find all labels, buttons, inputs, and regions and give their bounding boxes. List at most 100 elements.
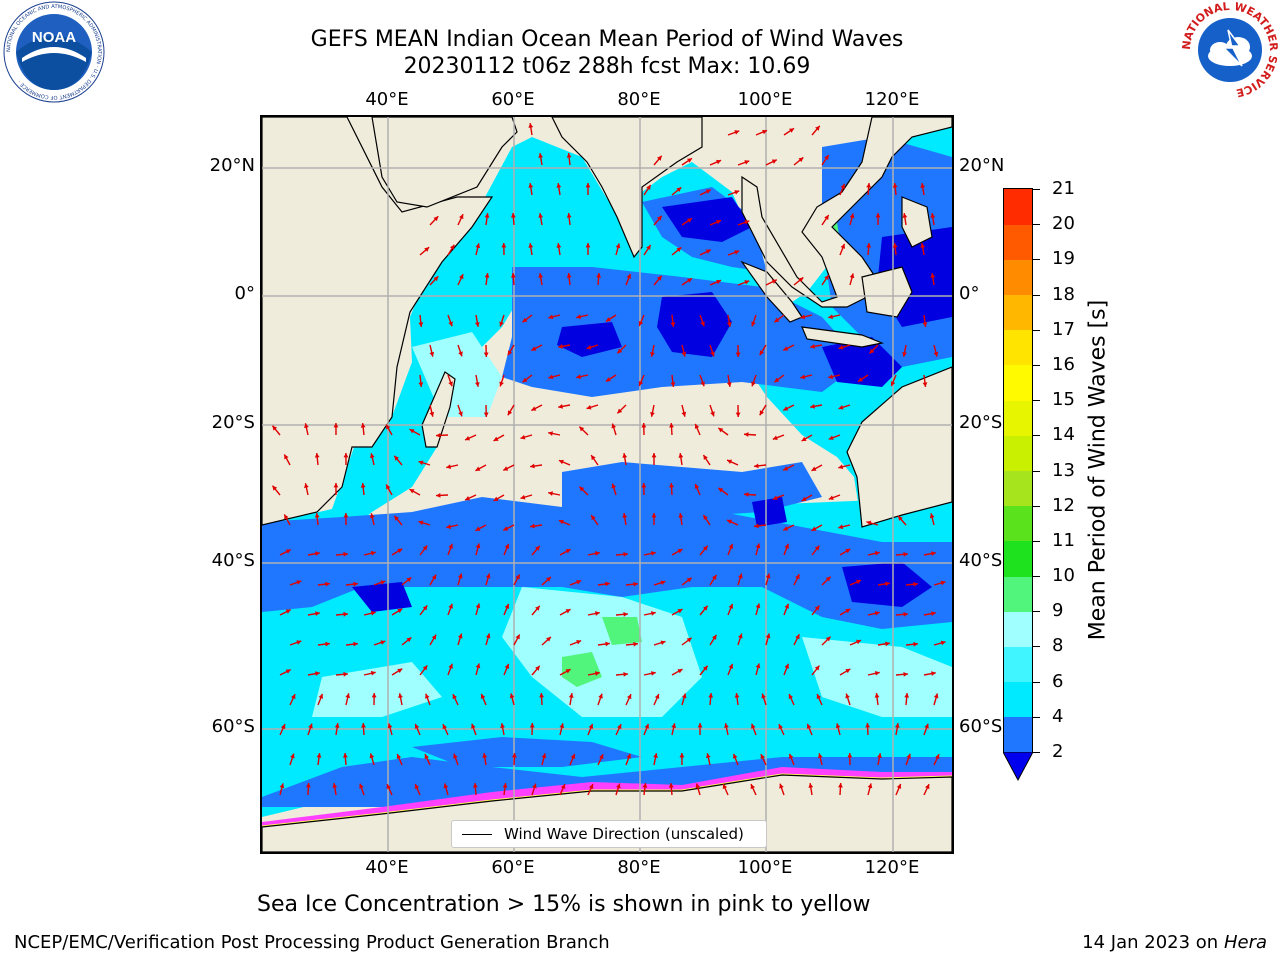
map-subtitle: 20230112 t06z 288h fcst Max: 10.69 <box>403 54 811 79</box>
wind-wave-arrowhead <box>457 633 463 639</box>
wind-wave-arrowhead <box>611 423 617 429</box>
wind-wave-arrowhead <box>874 671 880 676</box>
wind-wave-arrowhead <box>896 783 902 789</box>
wind-wave-arrowhead <box>617 348 623 354</box>
wind-wave-arrowhead <box>424 754 429 760</box>
colorbar-tick-mark <box>1033 224 1040 226</box>
wind-wave-arrowhead <box>869 348 875 354</box>
wind-wave-arrowhead <box>845 668 851 674</box>
colorbar-tick-label: 12 <box>1052 494 1075 516</box>
wind-wave-arrowhead <box>811 526 817 531</box>
wind-wave-arrowhead <box>510 213 516 218</box>
wind-wave-arrowhead <box>840 183 846 189</box>
wind-wave-arrowhead <box>633 641 638 647</box>
wind-wave-arrowhead <box>903 611 908 617</box>
lon-tick-bottom: 60°E <box>491 857 535 878</box>
wind-wave-arrowhead <box>622 513 628 518</box>
wind-wave-arrowhead <box>386 424 391 430</box>
wind-wave-arrowhead <box>507 350 513 356</box>
lon-tick-top: 60°E <box>491 89 535 110</box>
wind-wave-arrowhead <box>484 273 490 278</box>
southeast-asia-land <box>741 117 952 308</box>
wind-wave-arrowhead <box>585 243 591 248</box>
wind-wave-arrowhead <box>394 455 399 461</box>
wind-wave-arrowhead <box>784 543 789 549</box>
wind-wave-arrowhead <box>679 753 685 758</box>
wind-wave-arrowhead <box>798 277 804 283</box>
wind-wave-arrowhead <box>559 723 565 729</box>
wind-wave-arrowhead <box>759 350 765 356</box>
wind-wave-arrowhead <box>744 492 749 497</box>
wind-wave-arrowhead <box>458 411 463 417</box>
wind-wave-arrowhead <box>920 243 926 248</box>
wind-wave-arrowhead <box>343 513 349 518</box>
wind-wave-arrowhead <box>386 784 391 790</box>
wind-wave-arrowhead <box>874 693 880 698</box>
wind-wave-arrowhead <box>929 513 935 519</box>
wind-wave-arrowhead <box>510 273 516 278</box>
colorbar-segment <box>1004 435 1032 471</box>
colorbar-tick-mark <box>1033 470 1040 472</box>
wind-wave-arrowhead <box>856 639 862 645</box>
wind-wave-arrowhead <box>646 244 651 250</box>
wind-wave-arrowhead <box>576 639 582 645</box>
wind-wave-arrowhead <box>892 183 898 188</box>
wind-wave-arrowhead <box>825 576 831 582</box>
lat-tick-left: 40°S <box>211 550 255 571</box>
wind-wave-arrowhead <box>759 410 765 416</box>
wind-wave-arrowhead <box>795 574 800 580</box>
wind-wave-arrowhead <box>541 753 547 759</box>
wind-wave-arrowhead <box>448 603 453 609</box>
wind-wave-arrowhead <box>616 783 621 789</box>
wind-wave-arrowhead <box>448 663 453 669</box>
wind-wave-arrowhead <box>754 523 759 529</box>
wind-wave-arrowhead <box>429 351 435 357</box>
wind-wave-arrowhead <box>280 724 286 730</box>
wind-wave-arrowhead <box>546 576 551 582</box>
wind-wave-arrowhead <box>332 783 338 788</box>
wind-wave-arrowhead <box>504 543 510 549</box>
wind-wave-arrowhead <box>744 220 750 225</box>
wind-wave-arrowhead <box>530 463 535 469</box>
wind-wave-arrowhead <box>605 581 610 587</box>
wind-wave-arrowhead <box>475 543 481 549</box>
colorbar-segment <box>1004 470 1032 507</box>
colorbar-tick-label: 9 <box>1052 600 1064 622</box>
wind-wave-arrowhead <box>433 276 439 282</box>
wind-wave-arrowhead <box>657 275 662 281</box>
wind-wave-arrowhead <box>594 551 600 556</box>
colorbar-tick-label: 4 <box>1052 705 1064 727</box>
wind-wave-arrowhead <box>565 549 571 554</box>
wind-wave-arrowhead <box>738 633 743 639</box>
wind-wave-arrowhead <box>660 580 666 586</box>
wind-wave-arrowhead <box>641 423 647 428</box>
wind-wave-arrowhead <box>840 243 846 249</box>
colorbar-tick-mark <box>1033 294 1040 296</box>
wind-wave-arrowhead <box>913 581 918 587</box>
wind-wave-arrowhead <box>568 693 574 698</box>
lat-tick-left: 20°S <box>211 412 255 433</box>
wind-wave-arrowhead <box>920 183 926 188</box>
wind-wave-arrowhead <box>765 633 771 639</box>
wind-wave-arrowhead <box>361 723 366 728</box>
colorbar-tick-label: 18 <box>1052 283 1075 305</box>
wind-wave-arrowhead <box>892 243 898 248</box>
wind-wave-arrowhead <box>296 640 302 645</box>
wind-wave-arrowhead <box>811 466 817 471</box>
wind-wave-arrowhead <box>676 187 682 193</box>
colorbar-tick-label: 15 <box>1052 389 1075 411</box>
wind-wave-arrowhead <box>398 693 403 699</box>
wind-wave-arrowhead <box>681 411 687 417</box>
africa-land <box>262 117 494 526</box>
wind-wave-arrowhead <box>531 346 537 351</box>
wind-wave-arrowhead <box>431 634 437 640</box>
colorbar-tick-mark <box>1033 259 1040 261</box>
wind-wave-arrowhead <box>386 484 391 490</box>
wind-wave-arrowhead <box>808 783 814 788</box>
footer-date-text: 14 Jan 2023 on <box>1082 932 1219 953</box>
wind-wave-arrowhead <box>825 636 831 642</box>
map-svg <box>262 117 952 852</box>
lat-tick-right: 60°S <box>959 716 1003 737</box>
wind-wave-arrowhead <box>845 548 851 554</box>
wind-wave-arrowhead <box>285 669 291 674</box>
